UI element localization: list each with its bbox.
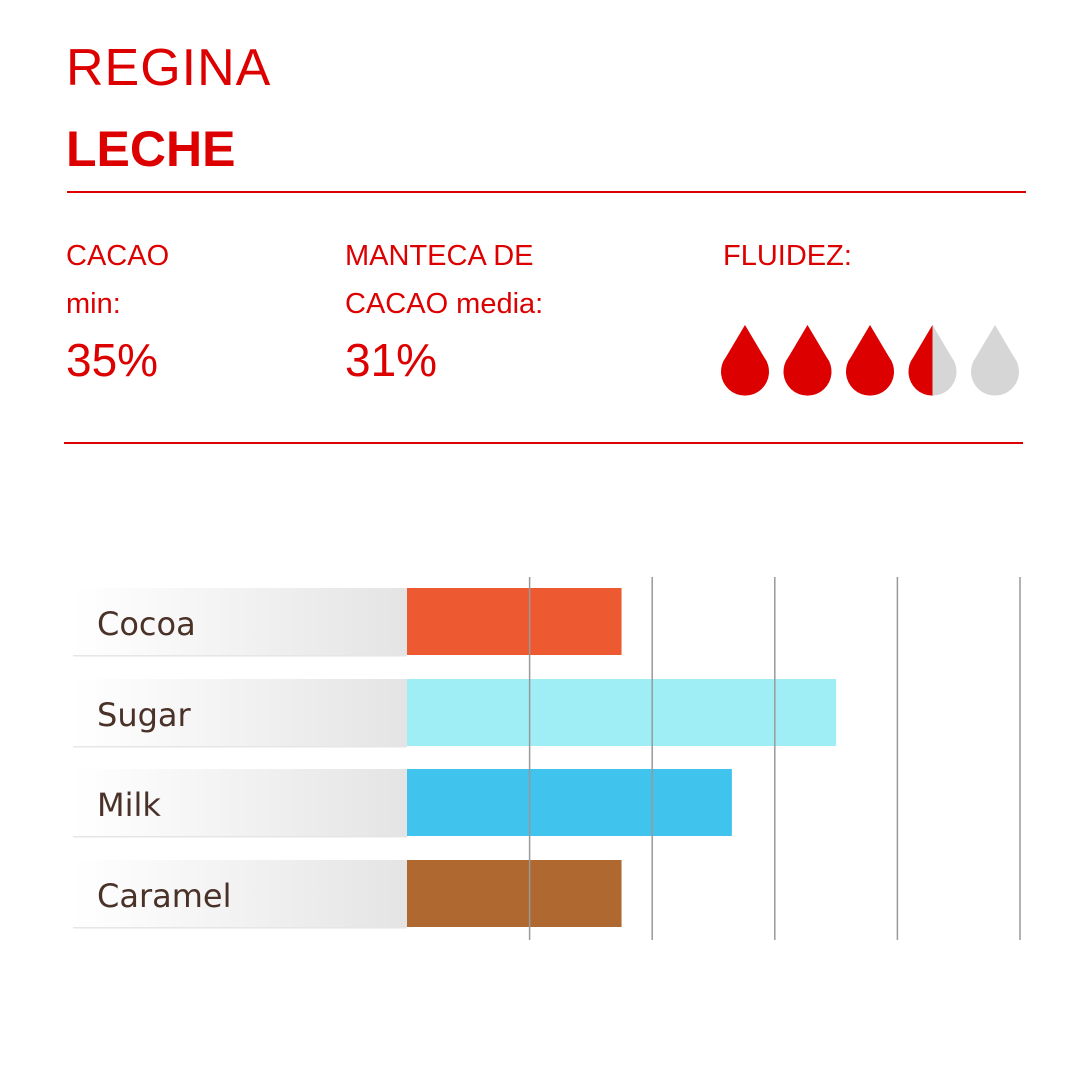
fluidity-rating (721, 325, 1019, 396)
bar-milk (407, 769, 732, 836)
manteca-label-2: CACAO media: (345, 288, 544, 320)
divider (64, 442, 1023, 444)
manteca-label-1: MANTECA DE (345, 240, 534, 272)
row-underline (73, 655, 407, 657)
row-underline (73, 746, 407, 748)
cacao-stat: CACAO min: 35% (66, 232, 169, 384)
category-band (73, 769, 407, 836)
bar-caramel (407, 860, 622, 927)
cacao-label-2: min: (66, 288, 121, 320)
row-underline (73, 836, 407, 838)
brand-name: REGINA (66, 39, 272, 97)
bar-sugar (407, 679, 837, 746)
category-label: Cocoa (97, 605, 196, 643)
drop-icon (908, 325, 957, 396)
row-underline (73, 927, 407, 929)
manteca-value: 31% (345, 334, 438, 386)
drop-icon (845, 325, 894, 396)
category-label: Milk (97, 786, 161, 824)
cacao-value: 35% (66, 334, 159, 386)
drop-icon (783, 325, 832, 396)
category-band (73, 588, 407, 655)
cacao-label-1: CACAO (66, 240, 170, 272)
category-band (73, 860, 407, 927)
category-band (73, 679, 407, 746)
divider (67, 191, 1026, 193)
manteca-stat: MANTECA DE CACAO media: 31% (345, 232, 543, 384)
category-label: Sugar (97, 696, 192, 734)
bar-cocoa (407, 588, 622, 655)
product-name: LECHE (66, 121, 236, 177)
drop-icon (721, 325, 769, 396)
fluidez-label: FLUIDEZ: (723, 240, 852, 272)
drop-icon (971, 325, 1019, 396)
category-label: Caramel (97, 877, 231, 915)
